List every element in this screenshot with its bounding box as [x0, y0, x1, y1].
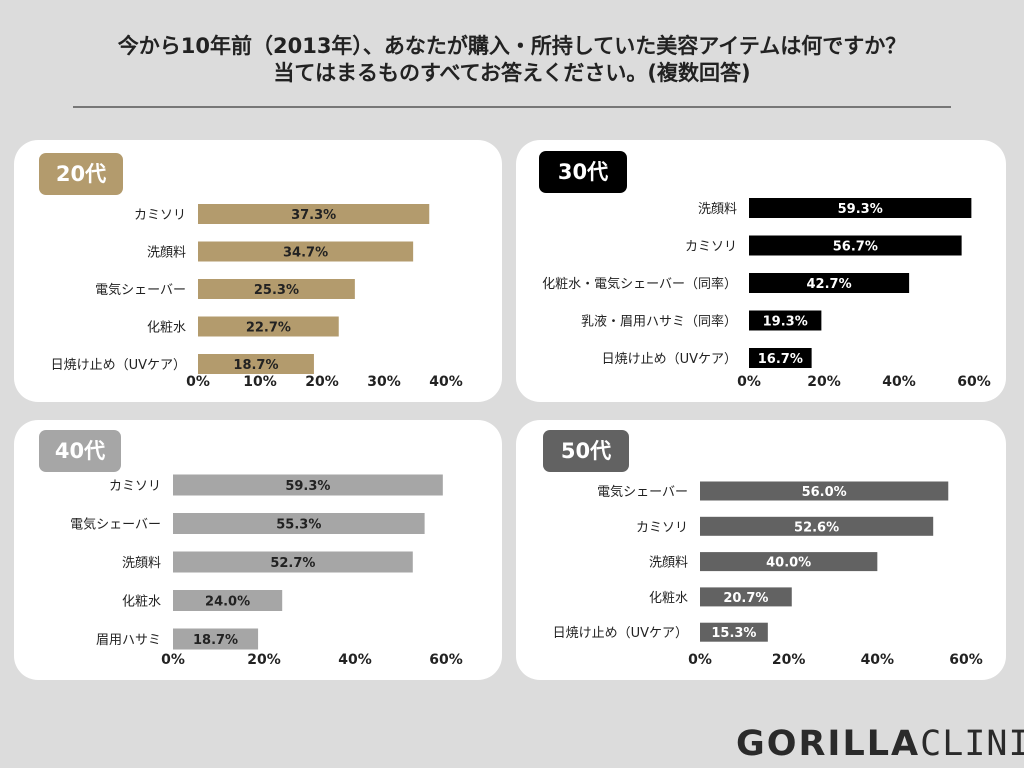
category-label-30s: 日焼け止め（UVケア） [602, 352, 737, 367]
bar-40s [173, 513, 425, 534]
panel-40s: 40代 カミソリ 59.3% 電気シェーバー 55.3% 洗顔料 52.7% 化粧水 24.0… [14, 420, 502, 680]
tick-label-20s: 40% [429, 374, 463, 390]
data-label-50s: 15.3% [711, 626, 756, 641]
age-badge-20s: 20代 [39, 153, 123, 195]
category-label-20s: 化粧水 [147, 321, 186, 336]
bar-50s [700, 552, 878, 572]
category-label-50s: カミソリ [636, 520, 688, 535]
data-label-40s: 52.7% [270, 556, 315, 571]
data-label-30s: 59.3% [838, 202, 883, 217]
data-label-30s: 42.7% [807, 277, 852, 292]
bar-40s [173, 474, 443, 496]
data-label-50s: 56.0% [802, 485, 847, 500]
category-label-50s: 化粧水 [649, 591, 688, 606]
data-label-50s: 40.0% [766, 556, 811, 571]
category-label-50s: 電気シェーバー [597, 484, 688, 500]
category-label-40s: 電気シェーバー [70, 517, 161, 533]
category-label-40s: 化粧水 [122, 595, 161, 610]
data-label-20s: 37.3% [291, 208, 336, 223]
bar-40s [173, 628, 259, 650]
tick-label-40s: 20% [247, 652, 281, 668]
category-label-20s: 電気シェーバー [95, 282, 186, 298]
data-label-50s: 52.6% [794, 520, 839, 535]
bar-30s [749, 310, 822, 331]
panel-50s: 50代 電気シェーバー 56.0% カミソリ 52.6% 洗顔料 40.0% 化粧水 20.7… [516, 420, 1006, 680]
tick-label-40s: 60% [429, 652, 463, 668]
data-label-20s: 34.7% [283, 246, 328, 261]
category-label-30s: カミソリ [685, 240, 737, 255]
data-label-40s: 18.7% [193, 633, 238, 648]
age-badge-50s: 50代 [543, 430, 629, 472]
category-label-30s: 乳液・眉用ハサミ（同率） [581, 314, 737, 330]
tick-label-50s: 0% [688, 652, 712, 668]
tick-label-30s: 20% [807, 374, 841, 390]
bar-50s [700, 481, 949, 501]
data-label-20s: 25.3% [254, 283, 299, 298]
category-label-40s: 洗顔料 [122, 556, 161, 571]
gorilla-clinic-logo: GORILLACLINIC [736, 722, 1024, 766]
bar-20s [198, 204, 430, 224]
bar-50s [700, 516, 934, 536]
tick-label-20s: 10% [243, 374, 277, 390]
category-label-30s: 洗顔料 [698, 202, 737, 217]
data-label-40s: 55.3% [276, 518, 321, 533]
bar-50s [700, 587, 792, 607]
category-label-20s: 洗顔料 [147, 246, 186, 261]
chart-title: 今から10年前（2013年）、あなたが購入・所持していた美容アイテムは何ですか？… [0, 33, 1024, 87]
tick-label-30s: 40% [882, 374, 916, 390]
tick-label-20s: 0% [186, 374, 210, 390]
bar-40s [173, 551, 413, 573]
tick-label-50s: 20% [772, 652, 806, 668]
age-badge-30s: 30代 [539, 151, 627, 193]
tick-label-50s: 40% [861, 652, 895, 668]
category-label-40s: 眉用ハサミ [96, 633, 161, 648]
tick-label-20s: 20% [305, 374, 339, 390]
logo-word-clinic: CLINIC [920, 724, 1024, 764]
category-label-50s: 日焼け止め（UVケア） [553, 626, 688, 641]
category-label-40s: カミソリ [109, 479, 161, 494]
category-label-30s: 化粧水・電気シェーバー（同率） [542, 276, 737, 292]
category-label-20s: カミソリ [134, 208, 186, 223]
bar-chart-20s: カミソリ 37.3% 洗顔料 34.7% 電気シェーバー 25.3% 化粧水 22.7% 日焼け… [51, 204, 463, 390]
title-line-2: 当てはまるものすべてお答えください。(複数回答) [273, 61, 751, 85]
data-label-30s: 56.7% [833, 240, 878, 255]
bar-40s [173, 590, 283, 611]
panel-30s: 30代 洗顔料 59.3% カミソリ 56.7% 化粧水・電気シェーバー（同率） 42.7… [516, 140, 1006, 402]
bar-30s [749, 348, 812, 368]
category-label-50s: 洗顔料 [649, 556, 688, 571]
data-label-20s: 22.7% [246, 321, 291, 336]
bar-30s [749, 273, 910, 293]
bar-30s [749, 235, 962, 256]
data-label-30s: 19.3% [763, 315, 808, 330]
tick-label-50s: 60% [949, 652, 983, 668]
data-label-20s: 18.7% [233, 358, 278, 373]
bar-20s [198, 279, 355, 299]
tick-label-20s: 30% [367, 374, 401, 390]
bar-20s [198, 316, 339, 337]
tick-label-30s: 60% [957, 374, 991, 390]
title-divider [73, 106, 951, 108]
tick-label-30s: 0% [737, 374, 761, 390]
tick-label-40s: 40% [338, 652, 372, 668]
tick-label-40s: 0% [161, 652, 185, 668]
data-label-30s: 16.7% [758, 352, 803, 367]
category-label-20s: 日焼け止め（UVケア） [51, 358, 186, 373]
data-label-40s: 59.3% [285, 479, 330, 494]
age-badge-40s: 40代 [39, 430, 121, 472]
bar-chart-50s: 電気シェーバー 56.0% カミソリ 52.6% 洗顔料 40.0% 化粧水 20.7% 日焼け… [553, 481, 983, 668]
bar-30s [749, 198, 972, 218]
data-label-50s: 20.7% [723, 591, 768, 606]
title-line-1: 今から10年前（2013年）、あなたが購入・所持していた美容アイテムは何ですか？ [117, 34, 907, 58]
bar-20s [198, 241, 414, 262]
bar-chart-30s: 洗顔料 59.3% カミソリ 56.7% 化粧水・電気シェーバー（同率） 42.7% 乳液・… [542, 198, 991, 390]
logo-word-gorilla: GORILLA [736, 724, 921, 764]
bar-50s [700, 622, 768, 642]
panel-20s: 20代 カミソリ 37.3% 洗顔料 34.7% 電気シェーバー 25.3% 化粧水 22.7… [14, 140, 502, 402]
bar-20s [198, 354, 314, 374]
data-label-40s: 24.0% [205, 595, 250, 610]
bar-chart-40s: カミソリ 59.3% 電気シェーバー 55.3% 洗顔料 52.7% 化粧水 24.0% 眉用ハ… [70, 474, 463, 668]
